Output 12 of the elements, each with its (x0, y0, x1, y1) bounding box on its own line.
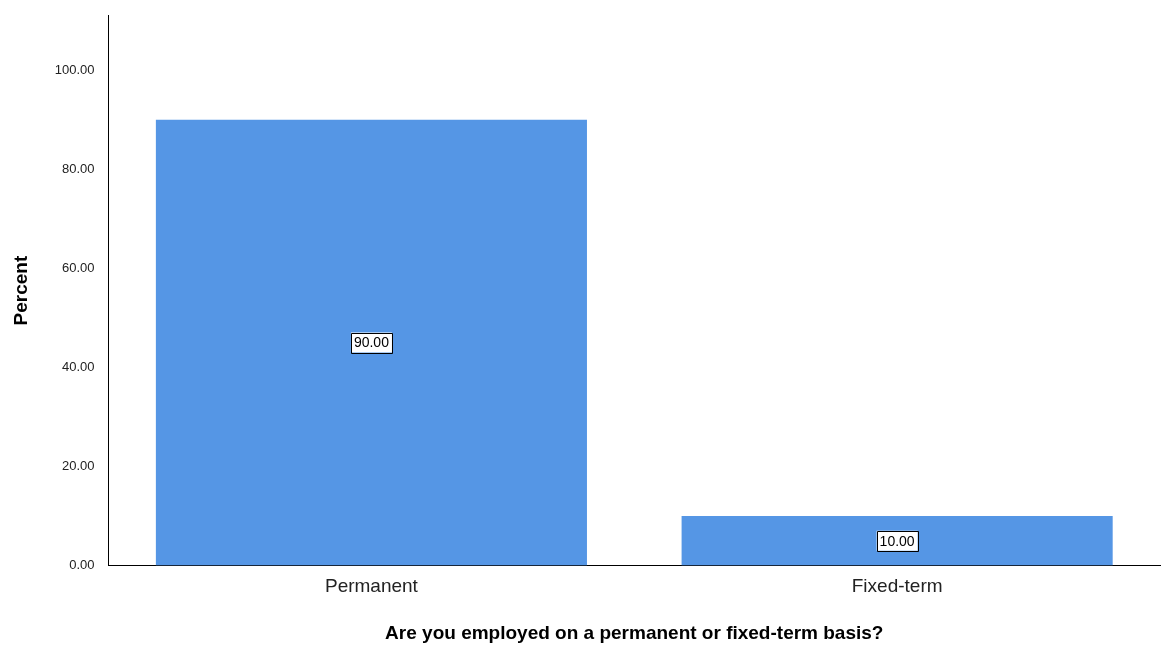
y-tick-label: 40.00 (62, 358, 95, 374)
x-tick-label: Permanent (324, 575, 419, 597)
y-axis-title: Percent (9, 255, 31, 326)
y-tick-label: 80.00 (62, 160, 95, 176)
y-tick-label: 20.00 (62, 457, 95, 473)
data-label: 10.00 (879, 532, 915, 549)
y-tick-label: 60.00 (62, 259, 95, 275)
y-tick-label: 100.00 (54, 61, 95, 77)
x-axis-title: Are you employed on a permanent or fixed-term basis? (385, 621, 884, 643)
x-tick-label: Fixed-term (851, 575, 943, 597)
y-tick-label: 0.00 (69, 556, 95, 572)
data-label: 90.00 (353, 334, 390, 351)
